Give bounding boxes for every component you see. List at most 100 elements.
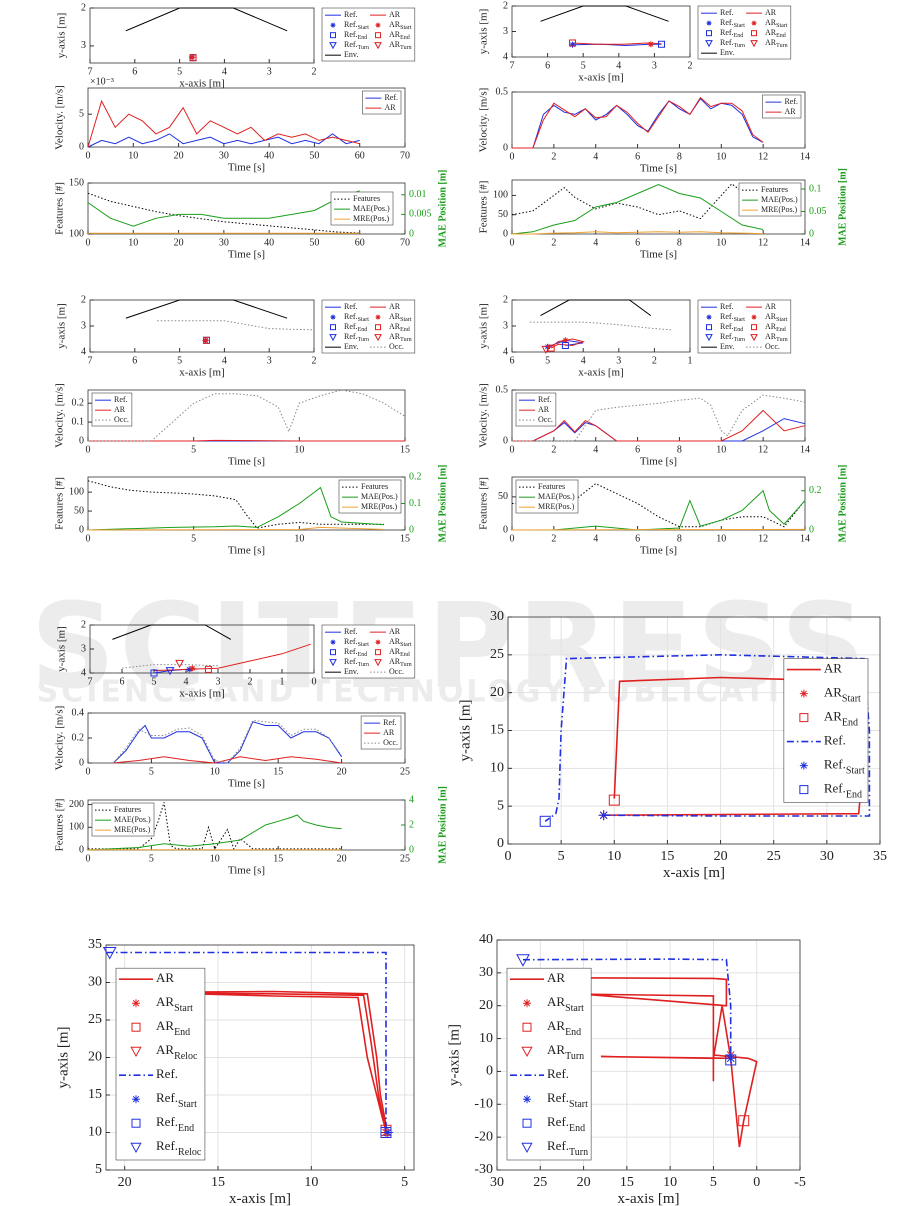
series-line: [88, 802, 342, 851]
legend-label: MRE(Pos.): [114, 825, 151, 834]
legend-entry: MAE(Pos.): [95, 815, 151, 824]
legend-label: ARStart: [389, 637, 412, 649]
x-tick-label: 6: [132, 66, 137, 77]
legend-subscript: End: [734, 328, 744, 334]
legend-marker: [375, 324, 382, 331]
x-tick-label: 0: [510, 237, 515, 248]
y-tick-label: 4: [503, 346, 508, 357]
legend-name: AR: [765, 312, 777, 321]
y-tick-label: 0.5: [496, 384, 509, 395]
series-marker: [539, 815, 551, 827]
x-tick-label: 6: [510, 355, 515, 366]
legend-marker: [705, 334, 713, 342]
legend-subscript: End: [569, 1123, 585, 1134]
legend-label: ARTurn: [389, 40, 412, 52]
legend-entry: AREnd: [751, 28, 786, 40]
legend: ARARStartAREndARRelocRef.Ref.StartRef.En…: [115, 967, 206, 1161]
legend-label: AR: [156, 970, 174, 985]
legend-subscript: End: [842, 717, 858, 728]
y-tick-label: 5: [79, 109, 84, 120]
y-tick-label: -20: [474, 1129, 493, 1144]
series-marker: [598, 810, 609, 821]
x-tick-label: 7: [88, 355, 93, 366]
legend-label: Ref.: [824, 733, 846, 748]
legend-name: AR: [547, 970, 565, 985]
x-tick-label: 6: [132, 355, 137, 366]
x-tick-label: 12: [758, 237, 768, 248]
legend-marker: [799, 689, 808, 698]
legend-entry: Ref.End: [330, 322, 367, 334]
legend-label: Ref.End: [344, 647, 367, 659]
legend-subscript: Start: [734, 318, 746, 324]
legend-entry: AREnd: [375, 647, 410, 659]
x-tick-label: 35: [873, 849, 887, 864]
y-tick-label: 2: [503, 0, 508, 11]
legend-name: MAE(Pos.): [538, 492, 575, 501]
legend-name: AR: [156, 970, 174, 985]
legend-subscript: Start: [842, 693, 861, 704]
x-tick-label: 12: [758, 151, 768, 162]
legend-entry: AR: [365, 103, 396, 112]
legend-subscript: Start: [776, 24, 788, 30]
y-axis-label: y-axis [m]: [446, 1024, 462, 1086]
legend-entry: Ref.: [365, 93, 398, 102]
legend-marker: [130, 1046, 142, 1058]
y-axis-label: y-axis [m]: [56, 626, 68, 672]
legend-name: MRE(Pos.): [361, 502, 398, 511]
legend-subscript: End: [400, 328, 410, 334]
legend-name: Occ.: [389, 342, 404, 351]
x-tick-label: 0: [86, 150, 91, 161]
x-tick-label: 10: [607, 849, 621, 864]
series-line: [87, 99, 360, 148]
legend-subscript: Reloc: [174, 1051, 198, 1062]
legend-entry: Ref.End: [330, 647, 367, 659]
y-axis-label: Velocity. [m/s]: [54, 383, 66, 448]
y-axis-label: y-axis [m]: [55, 1026, 71, 1088]
legend-entry: Ref.: [95, 395, 128, 404]
legend-entry: AR: [370, 10, 401, 19]
legend-name: AR: [389, 627, 401, 636]
legend-name: Ref.: [547, 1066, 569, 1081]
legend-label: Ref.: [383, 718, 397, 727]
y-axis-label: Features [#]: [54, 799, 66, 852]
legend-name: AR: [824, 685, 842, 700]
legend-subscript: End: [776, 34, 786, 40]
legend-marker: [375, 314, 381, 320]
legend-entry: MRE(Pos.): [341, 502, 398, 511]
x-tick-label: 8: [677, 533, 682, 544]
x-tick-label: 4: [616, 60, 621, 71]
legend-label: Env.: [344, 342, 358, 351]
y-tick-label: 5: [497, 798, 504, 813]
legend-name: MRE(Pos.): [538, 502, 575, 511]
legend-entry: ARStart: [375, 312, 412, 324]
y2-axis-label: MAE Position [m]: [437, 465, 448, 543]
y-tick-label: 0: [79, 757, 84, 768]
x-tick-label: 30: [820, 849, 834, 864]
legend-entry: AR: [119, 970, 174, 985]
legend-name: Features: [538, 482, 565, 491]
x-tick-label: 10: [128, 237, 138, 248]
legend-entry: Ref.End: [522, 1114, 585, 1134]
series-line: [511, 183, 764, 235]
legend: Ref.AR: [362, 90, 402, 115]
legend-subscript: End: [846, 789, 862, 800]
legend-name: Ref.: [824, 781, 846, 796]
legend-label: MAE(Pos.): [538, 492, 575, 501]
legend-marker: [751, 314, 757, 320]
legend-label: AREnd: [765, 28, 786, 40]
y2-tick-label: 0: [809, 524, 814, 535]
legend-marker: [705, 40, 713, 48]
series-marker: [725, 1053, 736, 1064]
series-marker: [380, 1127, 392, 1138]
legend-label: Ref.Turn: [344, 657, 369, 669]
legend-subscript: Start: [400, 643, 412, 649]
legend-label: AREnd: [765, 322, 786, 334]
x-tick-label: 70: [400, 237, 410, 248]
x-axis-label: Time [s]: [640, 456, 677, 468]
legend-entry: Occ.: [519, 415, 553, 424]
x-axis-label: x-axis [m]: [578, 72, 624, 84]
y-axis-label: Features [#]: [54, 182, 66, 235]
